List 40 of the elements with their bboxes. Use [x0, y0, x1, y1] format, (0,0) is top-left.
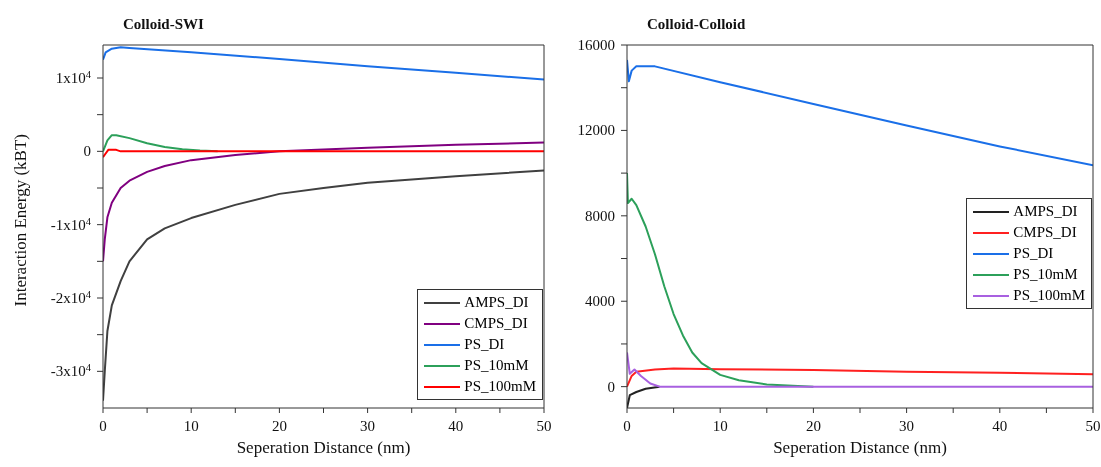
x-tick-label: 20	[271, 418, 287, 434]
x-axis-title: Seperation Distance (nm)	[773, 438, 947, 457]
x-tick-label: 0	[623, 418, 631, 434]
x-tick-label: 10	[712, 418, 728, 434]
y-axis-title: Interaction Energy (kBT)	[11, 134, 31, 307]
legend-label: PS_10mM	[1013, 266, 1078, 283]
y-tick-label: -2x10$^{4}$	[50, 288, 92, 306]
y-tick-label: -1x10$^{4}$	[50, 215, 92, 233]
legend-label: AMPS_DI	[464, 294, 529, 311]
legend-label: PS_10mM	[464, 357, 529, 374]
y-tick-label: 4000	[585, 293, 615, 310]
y-tick-label: -3x10$^{4}$	[50, 361, 92, 380]
x-tick-label: 40	[992, 418, 1008, 434]
chart-title: Colloid-Colloid	[647, 16, 746, 33]
legend-label: PS_100mM	[464, 378, 536, 395]
x-tick-label: 20	[805, 418, 821, 434]
y-tick-label: 0	[607, 378, 615, 395]
line-series	[627, 367, 1093, 388]
line-series	[103, 148, 544, 159]
legend-label: PS_DI	[1013, 245, 1054, 262]
x-tick-label: 50	[1085, 418, 1101, 434]
x-tick-label: 40	[448, 418, 464, 434]
x-tick-label: 30	[899, 418, 915, 434]
x-tick-label: 0	[99, 418, 107, 434]
legend-label: AMPS_DI	[1013, 203, 1078, 220]
chart-title: Colloid-SWI	[123, 16, 204, 33]
legend-label: PS_100mM	[1013, 287, 1085, 304]
y-tick-label: 12000	[577, 122, 615, 139]
line-series	[627, 385, 661, 408]
legend-label: PS_DI	[464, 336, 505, 353]
y-tick-label: 1x10$^{4}$	[55, 68, 92, 86]
y-tick-label: 8000	[585, 207, 615, 224]
x-tick-label: 30	[360, 418, 376, 434]
legend-label: CMPS_DI	[1013, 224, 1077, 241]
legend-label: CMPS_DI	[464, 315, 528, 332]
y-tick-label: 16000	[577, 37, 615, 53]
x-axis-title: Seperation Distance (nm)	[236, 438, 411, 457]
x-tick-label: 50	[536, 418, 552, 434]
y-tick-label: 0	[83, 143, 91, 160]
x-tick-label: 10	[183, 418, 199, 434]
